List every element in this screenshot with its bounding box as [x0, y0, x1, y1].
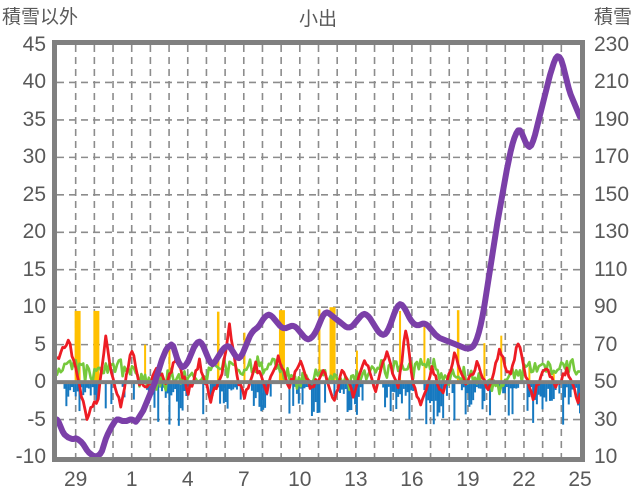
x-axis-tick: 4 [181, 468, 194, 491]
left-axis-title: 積雪以外 [2, 7, 79, 28]
x-axis-tick: 25 [568, 468, 592, 491]
wind-series [57, 355, 580, 396]
right-axis-tick: 170 [594, 145, 630, 169]
right-axis-tick: 190 [594, 107, 630, 131]
left-axis-tick: -10 [15, 445, 46, 468]
x-axis-tick: 29 [63, 468, 88, 491]
left-axis-tick: 10 [22, 295, 46, 319]
x-axis-tick-labels: 29 1 4 7 10 13 16 19 22 25 [0, 468, 636, 501]
right-axis-tick-labels: 230 210 190 170 150 130 110 90 70 50 30 10 [590, 0, 636, 501]
x-axis-tick: 13 [344, 468, 368, 491]
left-axis-tick-labels: 45 40 35 30 25 20 15 10 5 0 -5 -10 [0, 0, 46, 501]
snow-depth-series [57, 53, 580, 457]
plot-canvas [57, 45, 580, 457]
left-axis-tick: 20 [22, 220, 46, 244]
left-axis-tick: 40 [22, 70, 46, 94]
right-axis-tick: 10 [594, 445, 618, 468]
right-axis-tick: 150 [594, 182, 630, 206]
left-axis-tick: 0 [34, 370, 46, 394]
x-axis-tick: 16 [400, 468, 424, 491]
right-axis-tick: 230 [594, 33, 630, 56]
chart-title: 小出 [298, 9, 337, 30]
x-axis-tick: 7 [237, 468, 250, 491]
right-axis-title: 積雪 [593, 7, 632, 28]
left-axis-tick: 30 [22, 145, 46, 169]
x-axis-tick: 19 [456, 468, 480, 491]
right-axis-tick: 110 [594, 257, 628, 281]
x-axis-tick: 10 [288, 468, 312, 491]
left-axis-tick: 45 [22, 33, 46, 56]
left-axis-tick: 5 [34, 332, 46, 356]
left-axis-tick: 35 [22, 107, 46, 131]
x-axis-tick: 1 [125, 468, 138, 491]
plot-area [52, 40, 585, 462]
right-axis-tick: 70 [594, 332, 618, 356]
right-axis-tick: 210 [594, 70, 630, 94]
left-axis-tick: 25 [22, 182, 46, 206]
right-axis-tick: 90 [594, 295, 618, 319]
left-axis-tick: 15 [22, 257, 46, 281]
right-axis-tick: 50 [594, 370, 618, 394]
right-axis-tick: 130 [594, 220, 630, 244]
left-axis-tick: -5 [27, 407, 46, 431]
right-axis-tick: 30 [594, 407, 618, 431]
x-axis-tick: 22 [512, 468, 536, 491]
